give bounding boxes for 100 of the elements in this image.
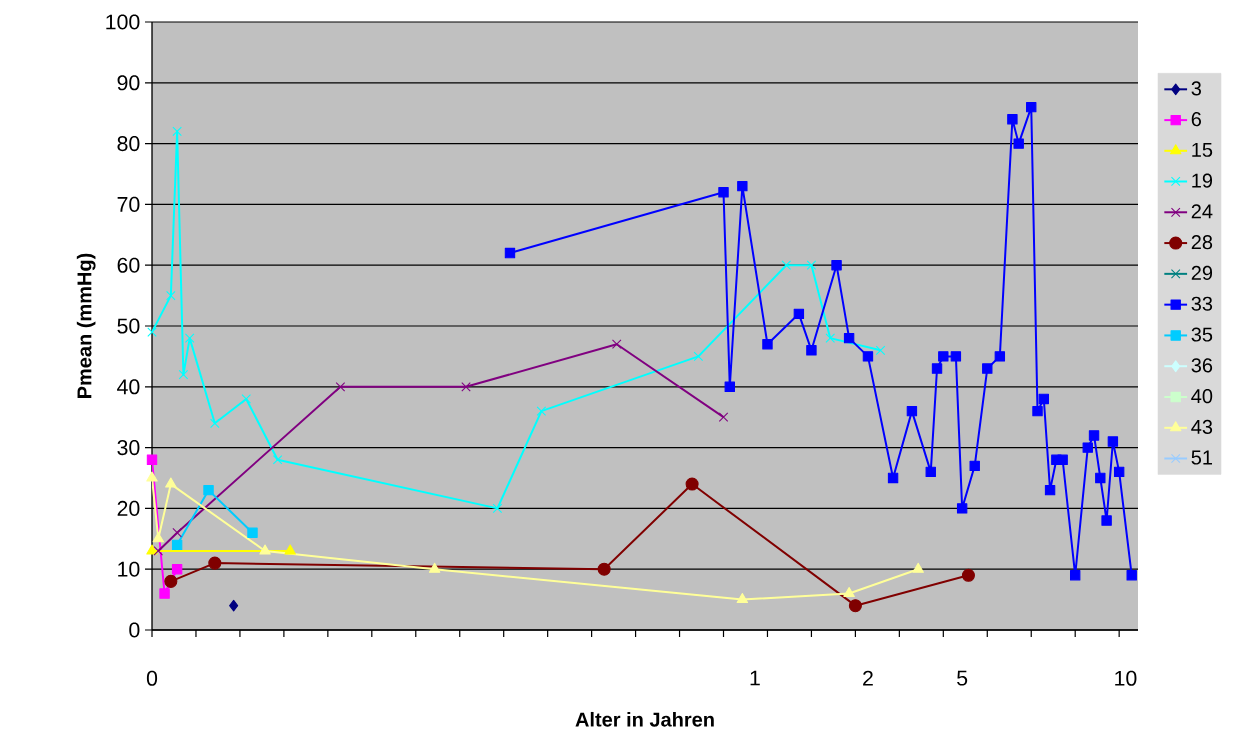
point (843, 586, 855, 598)
point (146, 471, 158, 482)
point (1088, 430, 1100, 441)
point (724, 381, 735, 392)
point (428, 562, 441, 573)
point (536, 406, 547, 416)
point (1032, 405, 1043, 417)
point (247, 527, 258, 538)
point (171, 539, 183, 551)
y-axis-title: Pmean (mmHg) (76, 253, 96, 398)
point (931, 363, 943, 374)
point (950, 351, 962, 362)
legend-label: 36 (1191, 358, 1213, 373)
point (208, 556, 222, 570)
legend-label: 33 (1191, 296, 1213, 311)
point (736, 593, 749, 604)
legend-label: 40 (1191, 389, 1213, 404)
point (172, 126, 182, 137)
point (1057, 454, 1068, 465)
point (862, 351, 874, 362)
point (166, 290, 176, 301)
point (781, 260, 792, 270)
legend-label: 35 (1191, 327, 1213, 342)
point (335, 382, 346, 392)
point (793, 308, 805, 320)
y-tick-label: 0 (129, 622, 140, 638)
point (146, 454, 158, 465)
legend-label: 29 (1191, 265, 1213, 281)
point (982, 363, 993, 374)
point (906, 405, 918, 417)
point (848, 599, 862, 613)
point (961, 568, 975, 582)
point (806, 345, 817, 356)
point (1013, 138, 1024, 149)
point (1038, 393, 1049, 405)
legend-label: 28 (1191, 235, 1213, 250)
point (938, 351, 949, 362)
point (806, 260, 817, 270)
point (165, 477, 177, 488)
point (718, 412, 729, 422)
y-tick-label: 60 (117, 257, 140, 273)
point (1113, 466, 1125, 478)
point (887, 472, 899, 484)
point (159, 588, 170, 599)
point (172, 527, 182, 538)
point (1044, 484, 1056, 496)
point (1069, 570, 1081, 581)
point (693, 351, 704, 362)
point (1026, 101, 1037, 113)
point (1126, 570, 1137, 581)
legend-label: 6 (1191, 112, 1201, 127)
point (843, 332, 855, 344)
y-tick-label: 90 (117, 75, 140, 91)
point (1082, 442, 1093, 453)
y-tick-label: 10 (118, 561, 140, 577)
point (147, 327, 157, 337)
legend-label: 19 (1192, 173, 1213, 188)
point (762, 339, 773, 350)
point (718, 187, 729, 198)
x-tick-label: 0 (146, 670, 158, 686)
point (685, 477, 699, 491)
point (1095, 472, 1106, 484)
point (171, 563, 183, 575)
x-tick-label: 10 (1115, 670, 1137, 686)
y-tick-label: 30 (117, 440, 140, 456)
point (272, 454, 283, 465)
point (164, 574, 178, 588)
point (229, 599, 239, 612)
point (461, 382, 471, 392)
point (825, 333, 836, 343)
point (203, 484, 214, 496)
legend-label: 24 (1191, 204, 1213, 219)
point (925, 466, 936, 478)
point (241, 394, 251, 404)
x-tick-label: 5 (957, 670, 968, 686)
legend-label: 51 (1191, 450, 1213, 465)
point (597, 562, 611, 576)
point (152, 532, 165, 543)
point (737, 180, 748, 192)
point (969, 460, 980, 472)
y-tick-label: 100 (106, 14, 140, 30)
y-tick-label: 50 (117, 318, 140, 334)
y-tick-label: 40 (117, 379, 140, 395)
x-axis-title: Alter in Jahren (575, 711, 714, 727)
y-tick-label: 20 (117, 500, 140, 516)
x-tick-label: 1 (750, 670, 760, 686)
point (259, 544, 271, 555)
y-tick-label: 80 (117, 136, 140, 152)
point (210, 418, 220, 429)
legend-label: 43 (1191, 419, 1213, 434)
x-tick-label: 2 (863, 670, 873, 686)
point (875, 345, 886, 356)
point (831, 259, 842, 271)
point (912, 562, 924, 573)
point (1007, 114, 1018, 125)
y-tick-label: 70 (117, 196, 140, 212)
point (1107, 436, 1119, 447)
point (994, 351, 1006, 362)
point (1101, 515, 1112, 526)
point (492, 503, 503, 514)
